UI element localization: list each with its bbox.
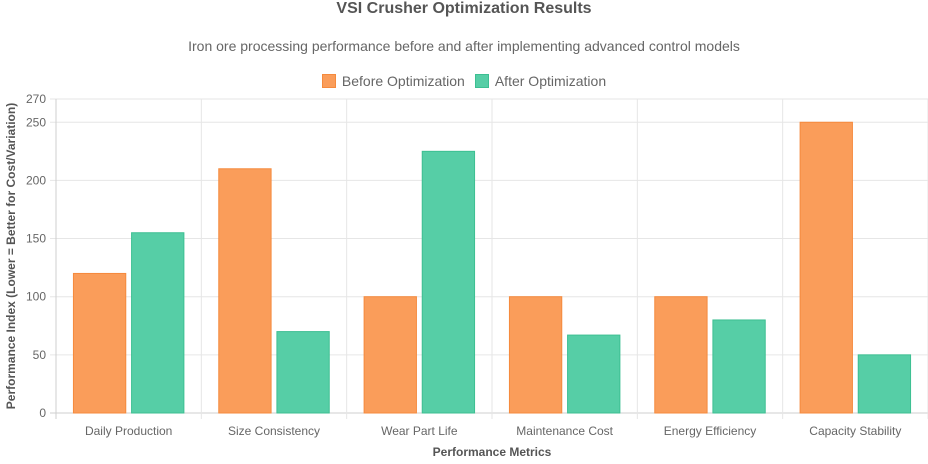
legend-swatch-before <box>321 74 336 88</box>
y-tick-label: 150 <box>26 232 46 246</box>
legend-swatch-after <box>474 74 489 88</box>
y-tick-label: 100 <box>26 290 46 304</box>
x-axis-title: Performance Metrics <box>433 445 552 459</box>
y-tick-label: 200 <box>26 173 46 187</box>
y-tick-label: 50 <box>33 348 47 362</box>
bar-before[interactable] <box>508 296 563 414</box>
x-tick-label: Maintenance Cost <box>516 424 613 438</box>
bar-before[interactable] <box>218 168 272 414</box>
x-tick-label: Energy Efficiency <box>664 424 757 438</box>
bar-before[interactable] <box>654 296 708 414</box>
legend-label-after: After Optimization <box>494 73 607 89</box>
y-axis-ticks: 0 50 100 150 200 250 270 <box>26 92 46 420</box>
y-axis-title: Performance Index (Lower = Better for Co… <box>4 103 18 409</box>
x-axis-ticks: Daily Production Size Consistency Wear Par… <box>85 424 901 438</box>
bar-before[interactable] <box>72 272 127 414</box>
x-tick-label: Size Consistency <box>228 424 320 438</box>
x-tick-label: Capacity Stability <box>809 424 901 438</box>
bar-before[interactable] <box>799 121 853 414</box>
bar-after[interactable] <box>857 354 912 414</box>
x-tick-label: Wear Part Life <box>381 424 458 438</box>
chart-title: VSI Crusher Optimization Results <box>336 0 592 17</box>
y-tick-label: 270 <box>26 92 46 106</box>
y-tick-label: 250 <box>26 115 46 129</box>
bar-after[interactable] <box>276 331 330 414</box>
legend-item-after[interactable]: After Optimization <box>474 73 607 89</box>
x-tick-label: Daily Production <box>85 424 172 438</box>
bars <box>72 121 912 414</box>
y-tick-label: 0 <box>39 406 46 420</box>
bar-after[interactable] <box>131 232 185 414</box>
legend-label-before: Before Optimization <box>341 73 465 89</box>
grid-lines <box>50 98 928 419</box>
bar-after[interactable] <box>421 150 476 414</box>
chart-subtitle: Iron ore processing performance before a… <box>188 38 740 54</box>
bar-before[interactable] <box>363 296 417 414</box>
bar-after[interactable] <box>567 334 621 414</box>
legend-item-before[interactable]: Before Optimization <box>321 73 465 89</box>
bar-after[interactable] <box>712 319 766 414</box>
chart-legend: Before Optimization After Optimization <box>0 73 928 89</box>
